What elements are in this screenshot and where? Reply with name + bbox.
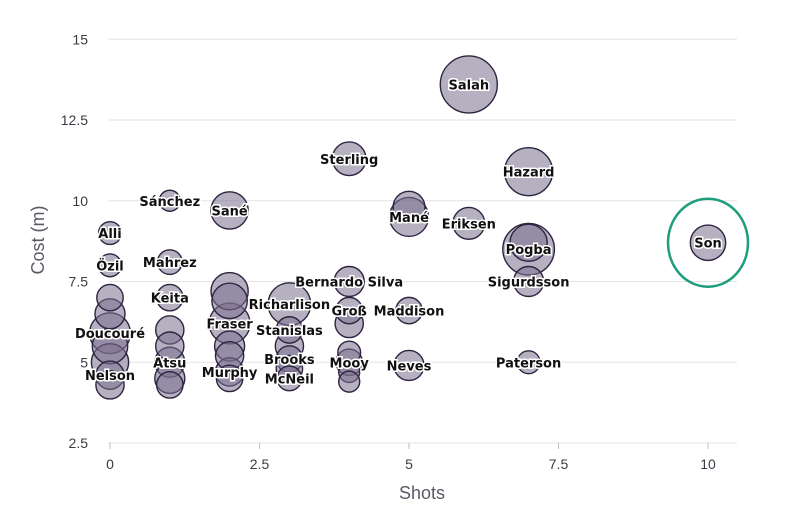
- bubble: [215, 364, 244, 393]
- bubble: [156, 249, 183, 276]
- y-axis-title: Cost (m): [28, 206, 48, 275]
- point-label: Özil: [96, 258, 124, 274]
- point-label: Brooks: [264, 353, 315, 368]
- bubble: [503, 146, 554, 197]
- point-label: Eriksen: [442, 217, 496, 232]
- point-label: Pogba: [506, 243, 552, 258]
- x-tick-label: 0: [106, 456, 114, 472]
- point-label: Doucouré: [75, 327, 145, 342]
- bubble: [392, 190, 426, 224]
- point-label: Atsu: [153, 356, 186, 371]
- bubble: [689, 224, 727, 262]
- bubble: [155, 370, 184, 399]
- bubble: [95, 370, 125, 400]
- bubble: [154, 331, 185, 361]
- x-tick-label: 10: [700, 456, 716, 472]
- point-label: Neves: [387, 359, 432, 374]
- bubble: [516, 350, 541, 375]
- bubble: [275, 316, 304, 344]
- x-tick-label: 7.5: [549, 456, 569, 472]
- x-tick-label: 5: [405, 456, 413, 472]
- bubble: [512, 265, 545, 298]
- bubble: [158, 189, 182, 212]
- point-label: Salah: [448, 78, 489, 93]
- y-tick-label: 12.5: [61, 112, 88, 128]
- point-label: Keita: [151, 292, 189, 307]
- y-tick-label: 15: [72, 31, 88, 47]
- bubble: [97, 220, 123, 246]
- highlight: [666, 197, 750, 288]
- point-label: Hazard: [503, 166, 555, 181]
- x-axis-title: Shots: [399, 483, 445, 503]
- point-label: Mahrez: [143, 256, 197, 271]
- y-tick-labels: 2.5 5 7.5 10 12.5 15: [61, 31, 88, 451]
- point-labels: Salah Sterling Hazard Sánchez Sané Mané Erikse…: [73, 77, 723, 389]
- bubble: [210, 191, 249, 230]
- point-label: Groß: [332, 305, 367, 320]
- point-label: Sané: [211, 204, 247, 219]
- point-label: Mané: [389, 211, 429, 226]
- bubble: [333, 265, 365, 298]
- bubble: [395, 296, 423, 325]
- bubble: [155, 283, 184, 312]
- point-label: Murphy: [202, 366, 258, 381]
- point-label: Fraser: [206, 317, 253, 332]
- point-label: Bernardo Silva: [295, 276, 403, 291]
- point-label: Sterling: [320, 153, 378, 168]
- point-label: Son: [694, 237, 722, 252]
- x-tick-labels: 0 2.5 5 7.5 10: [106, 443, 716, 472]
- y-tick-label: 7.5: [69, 274, 89, 290]
- bubble: [338, 370, 361, 393]
- bubbles: [88, 55, 727, 400]
- highlight-ring: [666, 197, 750, 288]
- bubble: [393, 349, 425, 382]
- y-tick-label: 5: [80, 354, 88, 370]
- bubble: [331, 141, 367, 177]
- y-tick-label: 2.5: [69, 435, 89, 451]
- point-label: Maddison: [374, 305, 445, 320]
- bubble: [439, 55, 498, 114]
- point-label: McNeil: [265, 372, 314, 387]
- bubble: [335, 296, 364, 325]
- point-label: Richarlison: [249, 298, 330, 313]
- bubble: [509, 223, 548, 263]
- point-label: Nelson: [85, 369, 135, 384]
- y-tick-label: 10: [72, 193, 88, 209]
- bubble: [97, 253, 123, 278]
- point-label: Mooy: [330, 356, 370, 371]
- point-label: Sigurdsson: [488, 276, 570, 291]
- point-label: Stanislas: [256, 324, 323, 339]
- point-label: Sánchez: [139, 195, 200, 210]
- bubble: [452, 206, 486, 240]
- bubble: [96, 283, 124, 312]
- gridlines: [108, 38, 737, 444]
- point-label: Alli: [98, 227, 121, 242]
- bubble: [211, 282, 249, 320]
- x-tick-label: 2.5: [250, 456, 270, 472]
- point-label: Paterson: [496, 356, 561, 371]
- bubble: [276, 365, 303, 392]
